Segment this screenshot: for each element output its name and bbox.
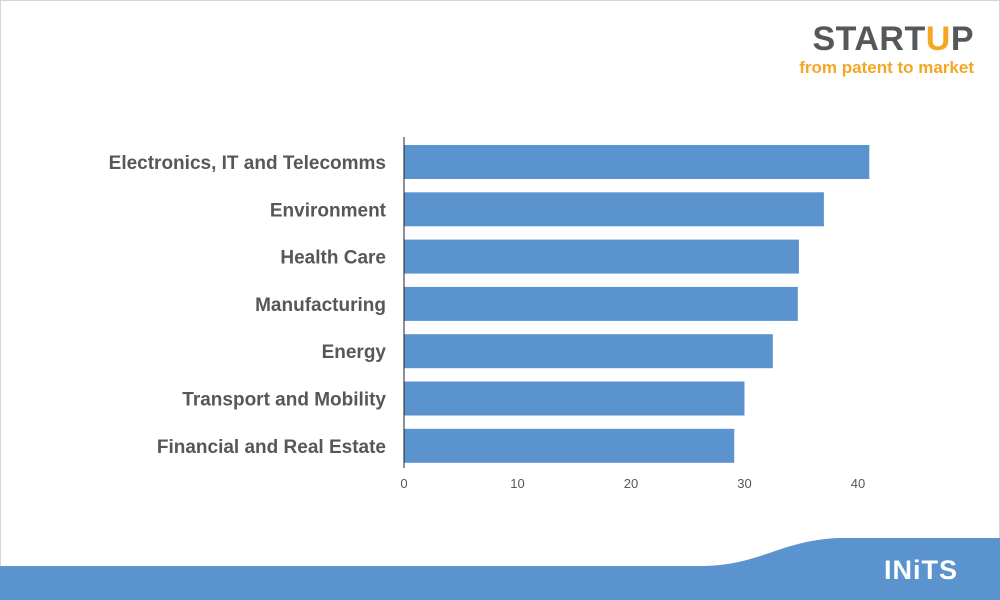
- logo-word-start: START: [812, 20, 926, 58]
- logo-word-end: P: [950, 20, 974, 58]
- category-label: Financial and Real Estate: [157, 437, 386, 458]
- startup-logo: STARTUP from patent to market: [774, 22, 974, 78]
- category-label: Manufacturing: [255, 295, 386, 316]
- lightbulb-icon: U: [925, 20, 951, 58]
- category-label: Health Care: [280, 248, 386, 269]
- startup-logo-word: STARTUP: [774, 22, 974, 56]
- bar-electronics-it-and-telecomms: [404, 145, 870, 179]
- startup-tagline: from patent to market: [799, 58, 974, 77]
- bar-manufacturing: [404, 286, 798, 321]
- bar-environment: [404, 192, 824, 227]
- tick-labels-group: 0 10 20 30 40: [400, 476, 865, 491]
- x-tick-label: 10: [510, 476, 524, 491]
- x-tick-label: 40: [851, 476, 865, 491]
- footer-wave-shape: [0, 538, 1000, 600]
- category-label: Electronics, IT and Telecomms: [109, 153, 386, 174]
- category-labels-group: Electronics, IT and Telecomms Environment…: [109, 153, 387, 458]
- bar-financial-and-real-estate: [404, 428, 735, 463]
- footer-band: [0, 538, 1000, 600]
- bar-health-care: [404, 239, 799, 274]
- x-tick-label: 30: [737, 476, 751, 491]
- category-label: Energy: [322, 342, 387, 363]
- bars-group: [404, 145, 870, 463]
- inits-logo: INiTS: [883, 555, 958, 585]
- category-label: Transport and Mobility: [182, 390, 386, 411]
- bar-transport-and-mobility: [404, 381, 745, 416]
- x-tick-label: 0: [400, 476, 407, 491]
- category-label: Environment: [270, 200, 387, 221]
- x-tick-label: 20: [624, 476, 638, 491]
- bar-energy: [404, 334, 773, 369]
